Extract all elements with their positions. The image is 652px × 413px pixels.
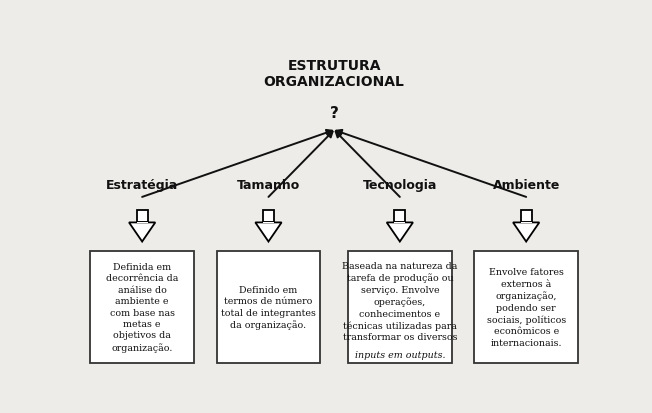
Text: Ambiente: Ambiente bbox=[492, 178, 560, 191]
Text: Envolve fatores
externos à
organização,
podendo ser
sociais, políticos
econômico: Envolve fatores externos à organização, … bbox=[486, 268, 566, 347]
Text: ESTRUTURA
ORGANIZACIONAL: ESTRUTURA ORGANIZACIONAL bbox=[263, 59, 405, 89]
Bar bbox=[348, 252, 452, 363]
Text: Estratégia: Estratégia bbox=[106, 178, 178, 191]
Bar bbox=[394, 222, 406, 223]
Text: ?: ? bbox=[330, 106, 338, 121]
Bar bbox=[475, 252, 578, 363]
Bar bbox=[520, 210, 532, 223]
Text: Definido em
termos de número
total de integrantes
da organização.: Definido em termos de número total de in… bbox=[221, 285, 316, 329]
Bar bbox=[263, 222, 274, 223]
Bar bbox=[520, 222, 532, 223]
Polygon shape bbox=[129, 223, 155, 242]
Polygon shape bbox=[513, 223, 539, 242]
Text: Baseada na natureza da
tarefa de produção ou
serviço. Envolve
operações,
conheci: Baseada na natureza da tarefa de produçã… bbox=[342, 261, 458, 342]
Bar bbox=[136, 222, 148, 223]
Text: Tamanho: Tamanho bbox=[237, 178, 300, 191]
Bar bbox=[136, 210, 148, 223]
Polygon shape bbox=[256, 223, 282, 242]
Text: inputs em outputs.: inputs em outputs. bbox=[355, 350, 445, 359]
Polygon shape bbox=[387, 223, 413, 242]
Bar bbox=[216, 252, 320, 363]
Text: Definida em
decorrência da
análise do
ambiente e
com base nas
metas e
objetivos : Definida em decorrência da análise do am… bbox=[106, 262, 179, 352]
Bar bbox=[394, 210, 406, 223]
Text: Tecnologia: Tecnologia bbox=[363, 178, 437, 191]
Bar bbox=[263, 210, 274, 223]
Bar bbox=[91, 252, 194, 363]
